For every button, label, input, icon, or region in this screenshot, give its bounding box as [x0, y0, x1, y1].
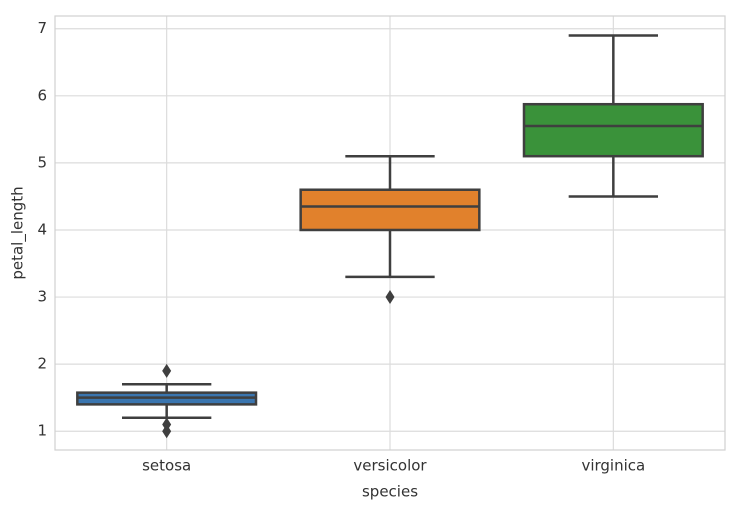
box: [299, 188, 481, 232]
y-tick-label: 7: [37, 19, 47, 37]
x-axis-label: species: [362, 483, 418, 501]
y-tick-label: 1: [37, 422, 47, 440]
x-tick-label: virginica: [581, 457, 645, 475]
outlier: [385, 290, 395, 305]
y-tick-label: 3: [37, 288, 47, 306]
x-tick-label: setosa: [142, 457, 191, 475]
y-tick-label: 6: [37, 86, 47, 104]
y-tick-label: 5: [37, 153, 47, 171]
outlier: [162, 363, 172, 378]
y-tick-label: 4: [37, 220, 47, 238]
plot-frame: [54, 15, 726, 451]
x-tick-label: versicolor: [353, 457, 427, 475]
y-axis-label: petal_length: [9, 186, 28, 279]
box: [522, 102, 704, 158]
outlier: [162, 417, 172, 432]
y-tick-label: 2: [37, 355, 47, 373]
